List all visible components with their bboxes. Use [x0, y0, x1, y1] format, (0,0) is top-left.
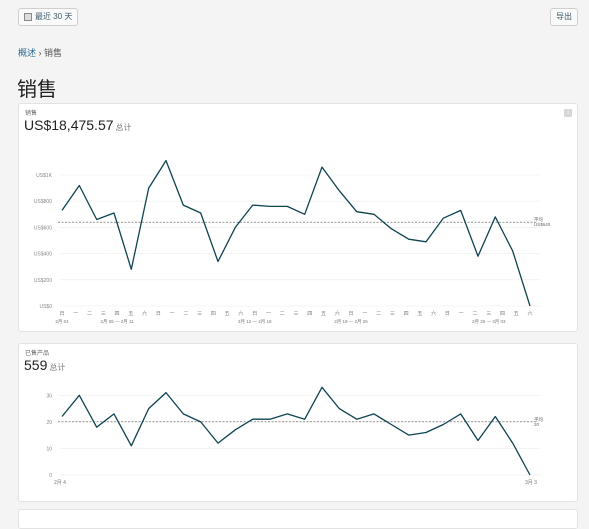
items-card-label: 已售产品	[25, 351, 50, 357]
items-total: 559 总计	[24, 357, 65, 373]
weekday-label: 四	[307, 311, 312, 317]
weekday-label: 四	[211, 311, 216, 317]
weekday-label: 三	[293, 311, 298, 317]
series-line	[61, 386, 531, 476]
week-label: 2月 12 — 2月 18	[238, 319, 272, 325]
weekday-label: 二	[472, 311, 477, 317]
sales-card: 销售 US$18,475.57 总计 i US$0 US$200 US$400 US$6…	[18, 103, 578, 332]
weekday-label: 一	[73, 311, 78, 317]
date-range-button[interactable]: 最近 30 天	[18, 8, 79, 26]
weekday-label: 三	[390, 311, 395, 317]
next-card	[18, 509, 578, 529]
weekday-label: 五	[321, 311, 326, 317]
average-value: US$640	[534, 222, 551, 227]
average-label: 平均	[534, 416, 543, 423]
weekday-label: 六	[335, 310, 340, 317]
week-label: 2月 04	[55, 319, 69, 325]
weekday-label: 四	[115, 311, 120, 317]
y-tick-label: US$1K	[36, 173, 53, 179]
date-range-label: 最近 30 天	[35, 12, 73, 21]
series-line	[61, 159, 531, 307]
average-label: 平均	[534, 216, 543, 223]
weekday-label: 六	[142, 310, 147, 317]
weekday-label: 二	[376, 311, 381, 317]
weekday-label: 四	[500, 311, 505, 317]
weekday-label: 四	[404, 311, 409, 317]
weekday-label: 二	[280, 311, 285, 317]
x-tick-label: 2月 4	[54, 480, 66, 486]
export-button[interactable]: 导出	[550, 8, 578, 26]
items-total-suffix: 总计	[49, 363, 66, 372]
y-tick-label: US$800	[34, 199, 52, 205]
weekday-label: 五	[417, 311, 422, 317]
sales-total: US$18,475.57 总计	[24, 117, 132, 133]
items-sold-card: 已售产品 559 总计 0 10 20 30 平均 20 2月 4 3月 3	[18, 343, 578, 502]
weekday-label: 六	[527, 310, 532, 317]
y-tick-label: 20	[46, 420, 52, 426]
weekday-label: 五	[514, 311, 519, 317]
calendar-icon	[24, 13, 32, 21]
y-tick-label: US$0	[39, 304, 52, 310]
y-tick-label: 0	[49, 473, 52, 479]
weekday-label: 五	[128, 311, 133, 317]
weekday-label: 日	[156, 311, 161, 317]
average-value: 20	[534, 422, 540, 427]
breadcrumb-current: 销售	[44, 48, 63, 58]
breadcrumb: 概述 › 销售	[18, 46, 62, 59]
breadcrumb-separator: ›	[38, 48, 42, 58]
y-tick-label: 10	[46, 446, 52, 452]
sales-total-value: US$18,475.57	[24, 117, 114, 133]
page-title: 销售	[17, 79, 57, 101]
week-label: 2月 26 — 3月 03	[472, 319, 506, 325]
weekday-label: 一	[459, 311, 464, 317]
weekday-label: 五	[225, 311, 230, 317]
weekday-label: 六	[431, 310, 436, 317]
weekday-label: 三	[197, 311, 202, 317]
y-tick-label: US$600	[34, 225, 52, 231]
weekday-label: 二	[87, 311, 92, 317]
week-label: 2月 19 — 2月 25	[334, 319, 368, 325]
sales-card-label: 销售	[25, 111, 38, 117]
info-icon[interactable]: i	[564, 109, 572, 117]
weekday-label: 日	[445, 311, 450, 317]
y-tick-label: US$200	[34, 278, 52, 284]
week-label: 2月 05 — 2月 11	[100, 319, 134, 325]
weekday-label: 日	[252, 311, 257, 317]
items-total-value: 559	[24, 357, 48, 373]
weekday-label: 一	[266, 311, 271, 317]
sales-total-suffix: 总计	[115, 123, 132, 132]
export-label: 导出	[556, 12, 572, 21]
weekday-label: 日	[349, 311, 354, 317]
weekday-label: 一	[362, 311, 367, 317]
sales-chart: US$0 US$200 US$400 US$600 US$800 US$1K 平均US$64…	[34, 159, 551, 325]
y-tick-label: 30	[46, 393, 52, 399]
weekday-label: 三	[486, 311, 491, 317]
x-tick-label: 3月 3	[525, 480, 537, 486]
weekday-label: 六	[238, 310, 243, 317]
weekday-label: 一	[170, 311, 175, 317]
y-tick-label: US$400	[34, 252, 52, 258]
weekday-label: 二	[183, 311, 188, 317]
breadcrumb-overview-link[interactable]: 概述	[18, 48, 37, 58]
weekday-label: 三	[101, 311, 106, 317]
weekday-label: 日	[59, 311, 64, 317]
